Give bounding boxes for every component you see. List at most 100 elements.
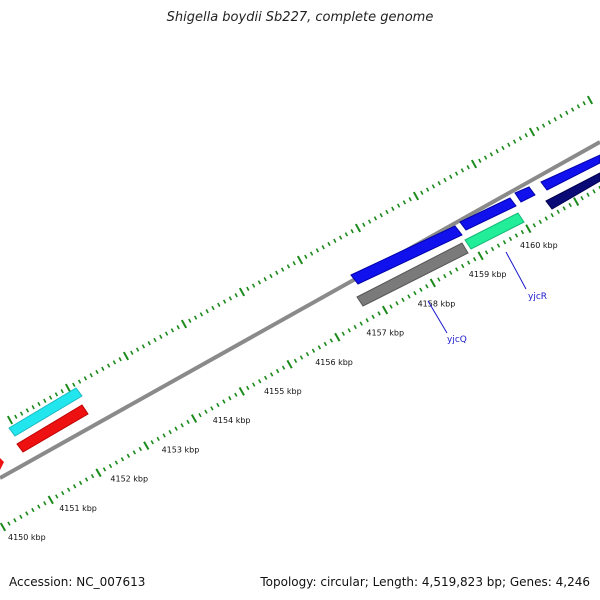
gene-gray-yjcQ[interactable]: [356, 242, 469, 307]
inner-minor-tick: [66, 487, 71, 492]
outer-minor-tick: [512, 139, 517, 144]
outer-minor-tick: [54, 392, 59, 397]
outer-major-tick: [586, 95, 594, 105]
inner-minor-tick: [299, 355, 304, 360]
inner-major-tick: [0, 522, 7, 532]
inner-minor-tick: [323, 341, 328, 347]
gene-teal-yjcR[interactable]: [464, 212, 525, 250]
inner-minor-tick: [550, 212, 554, 218]
outer-minor-tick: [222, 299, 227, 304]
inner-minor-tick: [204, 409, 208, 414]
scale-label: 4159 kbp: [469, 270, 507, 279]
outer-minor-tick: [205, 309, 209, 314]
inner-minor-tick: [198, 412, 202, 418]
outer-minor-tick: [489, 152, 494, 157]
outer-minor-tick: [159, 334, 163, 339]
gene-red-small[interactable]: [0, 458, 4, 470]
outer-major-tick: [6, 415, 14, 425]
inner-minor-tick: [347, 328, 351, 333]
gene-blue-4[interactable]: [540, 154, 600, 191]
outer-minor-tick: [507, 142, 511, 147]
inner-minor-tick: [108, 463, 113, 469]
outer-minor-tick: [321, 245, 325, 250]
inner-minor-tick: [371, 314, 375, 319]
inner-minor-tick: [514, 233, 519, 238]
outer-minor-tick: [373, 216, 378, 221]
inner-minor-tick: [246, 385, 250, 391]
inner-minor-tick: [538, 219, 542, 225]
inner-minor-tick: [263, 375, 268, 380]
inner-minor-tick: [455, 267, 459, 272]
outer-minor-tick: [396, 203, 401, 208]
outer-minor-tick: [263, 277, 267, 282]
genome-backbone: [0, 140, 600, 480]
inner-major-tick: [190, 414, 198, 423]
outer-minor-tick: [77, 379, 82, 384]
outer-minor-tick: [304, 254, 308, 259]
inner-minor-tick: [19, 514, 23, 519]
outer-minor-tick: [478, 158, 482, 163]
outer-minor-tick: [553, 117, 557, 122]
outer-minor-tick: [570, 107, 575, 112]
inner-minor-tick: [180, 423, 184, 428]
inner-major-tick: [143, 441, 150, 451]
inner-minor-tick: [484, 250, 489, 255]
outer-major-tick: [122, 351, 130, 361]
inner-minor-tick: [90, 474, 95, 479]
gene-blue-2[interactable]: [459, 197, 517, 231]
outer-minor-tick: [141, 344, 146, 349]
inner-minor-tick: [377, 311, 381, 316]
inner-minor-tick: [162, 433, 166, 438]
outer-minor-tick: [327, 241, 331, 247]
outer-major-tick: [470, 159, 478, 169]
inner-minor-tick: [586, 192, 590, 197]
inner-minor-tick: [102, 467, 107, 472]
outer-minor-tick: [379, 213, 383, 218]
inner-minor-tick: [31, 507, 35, 513]
gene-navy[interactable]: [545, 172, 600, 210]
outer-minor-tick: [333, 238, 337, 243]
map-title: Shigella boydii Sb227, complete genome: [166, 10, 434, 25]
inner-minor-tick: [7, 521, 11, 526]
inner-minor-tick: [72, 484, 77, 489]
outer-minor-tick: [420, 190, 424, 195]
outer-minor-tick: [228, 296, 233, 301]
outer-minor-tick: [425, 187, 430, 192]
scale-label: 4153 kbp: [162, 445, 200, 454]
outer-minor-tick: [385, 209, 389, 215]
gene-cyan[interactable]: [8, 387, 83, 437]
inner-minor-tick: [598, 185, 600, 190]
outer-minor-tick: [118, 357, 122, 362]
inner-minor-tick: [156, 436, 160, 441]
inner-minor-tick: [138, 446, 142, 452]
inner-minor-tick: [317, 345, 322, 350]
outer-minor-tick: [431, 184, 436, 189]
inner-minor-tick: [425, 284, 429, 289]
outer-minor-tick: [257, 280, 262, 285]
outer-major-tick: [412, 191, 420, 201]
inner-minor-tick: [120, 457, 125, 462]
inner-minor-tick: [43, 501, 47, 506]
gene-label-yjcQ[interactable]: yjcQ: [447, 335, 467, 345]
gene-label-yjcR[interactable]: yjcR: [528, 292, 547, 302]
inner-minor-tick: [419, 287, 423, 292]
gene-blue-3[interactable]: [514, 186, 536, 203]
inner-minor-tick: [389, 304, 393, 309]
inner-minor-tick: [174, 426, 178, 431]
inner-minor-tick: [568, 202, 572, 208]
inner-major-tick: [47, 495, 54, 505]
gene-blue-1[interactable]: [350, 225, 463, 285]
gene-red[interactable]: [16, 404, 89, 453]
outer-minor-tick: [112, 360, 117, 365]
outer-minor-tick: [344, 232, 349, 237]
inner-minor-tick: [449, 270, 453, 275]
outer-minor-tick: [37, 401, 41, 407]
outer-minor-tick: [43, 398, 47, 403]
leader-yjcQ: [427, 300, 448, 334]
scale-label: 4158 kbp: [418, 299, 456, 308]
inner-minor-tick: [13, 518, 17, 523]
inner-minor-tick: [281, 365, 286, 370]
outer-minor-tick: [315, 248, 320, 253]
inner-minor-tick: [252, 382, 256, 387]
inner-minor-tick: [311, 348, 316, 353]
